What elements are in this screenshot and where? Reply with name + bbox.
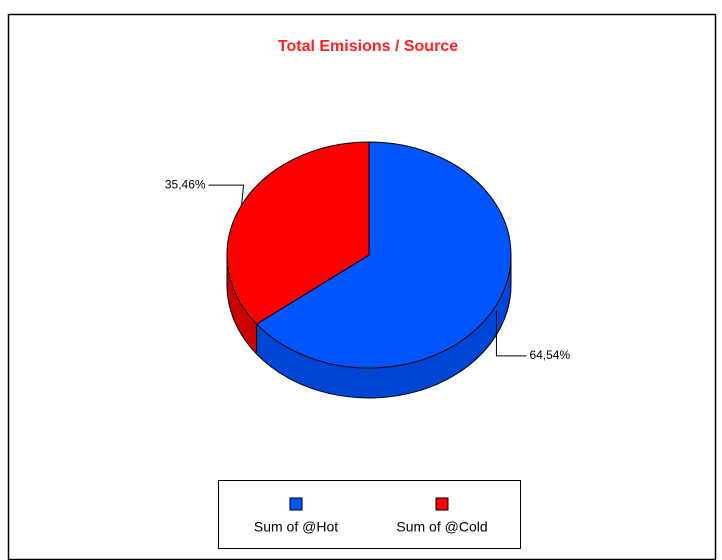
slice [255, 141, 512, 369]
leader-line [208, 184, 245, 206]
legend-swatch [435, 497, 449, 511]
data-label: 64,54% [529, 348, 570, 362]
legend-box [218, 480, 521, 549]
legend-label: Sum of @Hot [254, 519, 338, 535]
data-label: 35,46% [165, 177, 206, 191]
chart-title: Total Emisions / Source [278, 38, 458, 55]
legend-swatch [289, 497, 303, 511]
leader-line [495, 310, 527, 357]
legend-label: Sum of @Cold [396, 519, 487, 535]
slice [226, 141, 370, 325]
